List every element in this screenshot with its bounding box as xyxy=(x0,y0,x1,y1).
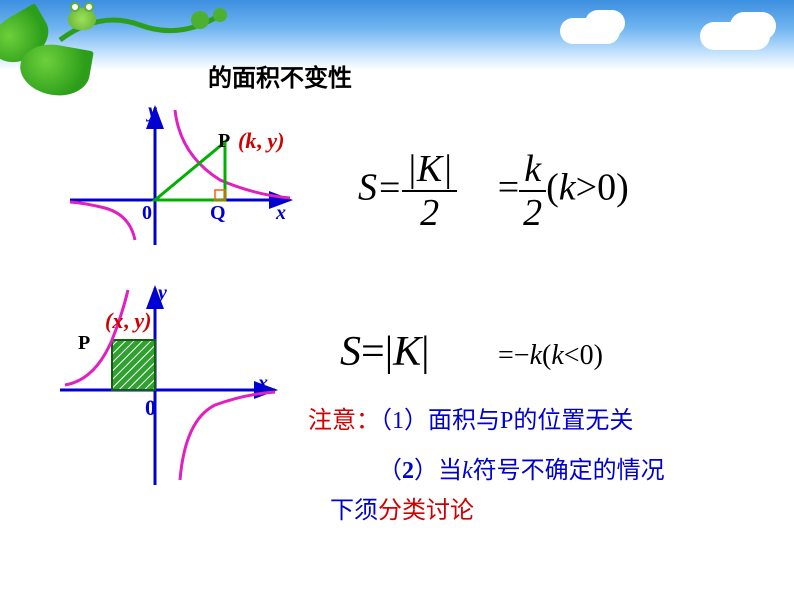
note-line-2b: 下须分类讨论 xyxy=(330,490,474,525)
formula-area-rect: S=|K| xyxy=(340,328,430,376)
note-line-2a: （2）当k符号不确定的情况 xyxy=(378,450,665,485)
formula-area-rect-cond: =−k(k<0) xyxy=(498,340,603,372)
coord-label: (k, y) xyxy=(238,128,284,154)
point-p-label-2: P xyxy=(78,332,90,355)
point-q-label: Q xyxy=(210,202,226,225)
origin-label-2: 0 xyxy=(145,395,156,421)
origin-label: 0 xyxy=(142,202,152,225)
point-p-label: P xyxy=(218,130,230,153)
page-title: 的面积不变性 xyxy=(208,58,352,93)
axis-y-label-2: y xyxy=(158,282,167,305)
graph-triangle xyxy=(60,100,300,250)
cloud xyxy=(730,12,776,40)
axis-x-label-2: x xyxy=(258,372,268,395)
frog-icon xyxy=(68,8,96,30)
graph-rectangle xyxy=(50,280,290,490)
cloud xyxy=(585,10,625,36)
axis-x-label: x xyxy=(276,202,286,225)
axis-y-label: y xyxy=(148,100,157,123)
note-line-1: 注意：（1）面积与P的位置无关 xyxy=(308,400,633,435)
formula-area-triangle: S=|K|2 =k2(k>0) xyxy=(358,150,629,232)
coord-label-2: (x, y) xyxy=(105,308,151,334)
